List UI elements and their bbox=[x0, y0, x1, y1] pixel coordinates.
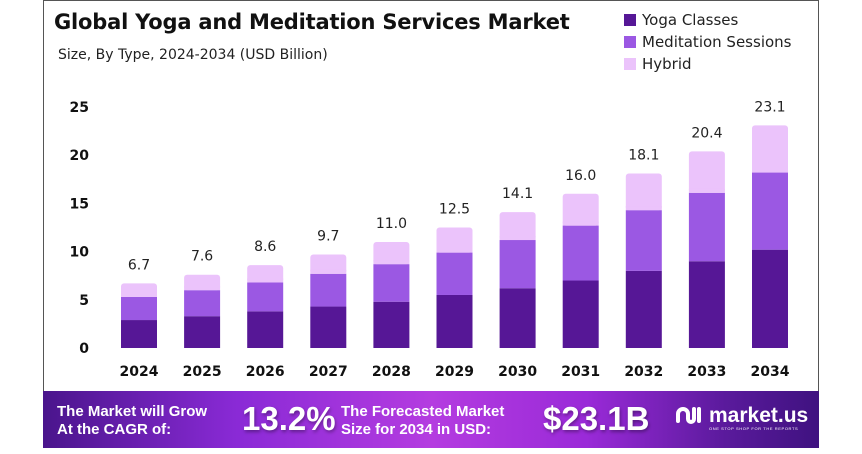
bar-segment-hybrid bbox=[688, 151, 725, 193]
forecast-value: $23.1B bbox=[543, 400, 650, 437]
bar-total-label: 8.6 bbox=[254, 239, 276, 255]
bar-segment-corner-fill bbox=[752, 168, 788, 173]
bar-total-label: 9.7 bbox=[317, 228, 339, 244]
bar-segment-yoga-classes bbox=[562, 280, 599, 348]
legend-item-yoga-classes: Yoga Classes bbox=[624, 9, 791, 31]
stacked-bar-chart: 05101520256.720247.620258.620269.7202711… bbox=[70, 99, 790, 380]
legend-swatch-yoga bbox=[624, 14, 636, 26]
bar-segment-hybrid bbox=[373, 241, 410, 265]
legend-swatch-meditation bbox=[624, 36, 636, 48]
market-us-logo[interactable]: market.us ONE STOP SHOP FOR THE REPORTS bbox=[675, 403, 808, 433]
bar-segment-corner-fill bbox=[373, 260, 410, 265]
bar-segment-meditation-sessions bbox=[499, 240, 536, 289]
bar-segment-hybrid bbox=[247, 265, 284, 283]
y-tick-label: 15 bbox=[70, 196, 89, 212]
bar-segment-corner-fill bbox=[562, 221, 599, 226]
x-tick-label: 2033 bbox=[687, 364, 726, 380]
bar-segment-corner-fill bbox=[247, 278, 284, 283]
forecast-caption: The Forecasted Market Size for 2034 in U… bbox=[341, 403, 504, 439]
x-tick-label: 2028 bbox=[372, 364, 411, 380]
bar-segment-meditation-sessions bbox=[752, 172, 788, 250]
bar-segment-yoga-classes bbox=[247, 311, 284, 348]
x-tick-label: 2030 bbox=[498, 364, 537, 380]
x-tick-label: 2027 bbox=[309, 364, 348, 380]
bar-segment-meditation-sessions bbox=[121, 296, 157, 321]
bar-total-label: 6.7 bbox=[128, 257, 150, 273]
bar-total-label: 20.4 bbox=[691, 125, 722, 141]
legend-swatch-hybrid bbox=[624, 58, 636, 70]
bar-segment-corner-fill bbox=[625, 206, 662, 211]
legend: Yoga Classes Meditation Sessions Hybrid bbox=[624, 9, 791, 75]
x-tick-label: 2026 bbox=[246, 364, 285, 380]
bar-segment-yoga-classes bbox=[310, 306, 347, 348]
bar-segment-hybrid bbox=[562, 193, 599, 226]
bar-segment-yoga-classes bbox=[184, 316, 221, 348]
x-tick-label: 2034 bbox=[751, 364, 790, 380]
y-tick-label: 0 bbox=[79, 341, 89, 357]
chart-frame bbox=[43, 0, 819, 448]
bar-segment-corner-fill bbox=[499, 236, 536, 241]
bar-total-label: 16.0 bbox=[565, 168, 596, 184]
bar-total-label: 18.1 bbox=[628, 148, 659, 164]
bar-segment-yoga-classes bbox=[499, 288, 536, 348]
bar-segment-corner-fill bbox=[310, 269, 347, 274]
bar-segment-yoga-classes bbox=[688, 261, 725, 348]
legend-label: Hybrid bbox=[642, 55, 692, 73]
bar-segment-meditation-sessions bbox=[436, 252, 473, 295]
bar-segment-meditation-sessions bbox=[373, 264, 410, 302]
cagr-value: 13.2% bbox=[242, 400, 336, 437]
y-tick-label: 25 bbox=[70, 100, 89, 116]
bar-segment-yoga-classes bbox=[373, 301, 410, 348]
bar-segment-yoga-classes bbox=[121, 320, 157, 348]
bar-segment-meditation-sessions bbox=[310, 273, 347, 307]
bar-segment-meditation-sessions bbox=[688, 192, 725, 262]
legend-item-hybrid: Hybrid bbox=[624, 53, 791, 75]
bar-total-label: 23.1 bbox=[754, 99, 785, 115]
bar-segment-corner-fill bbox=[436, 248, 473, 253]
x-tick-label: 2025 bbox=[183, 364, 222, 380]
bar-total-label: 7.6 bbox=[191, 249, 213, 265]
forecast-caption-line2: Size for 2034 in USD: bbox=[341, 421, 492, 438]
cagr-caption-line2: At the CAGR of: bbox=[57, 421, 172, 438]
market-us-logo-icon bbox=[675, 403, 703, 433]
legend-item-meditation-sessions: Meditation Sessions bbox=[624, 31, 791, 53]
x-tick-label: 2029 bbox=[435, 364, 474, 380]
bar-segment-corner-fill bbox=[184, 286, 221, 291]
y-tick-label: 10 bbox=[70, 245, 90, 261]
bar-total-label: 14.1 bbox=[502, 186, 533, 202]
bar-segment-yoga-classes bbox=[752, 249, 788, 348]
bar-total-label: 12.5 bbox=[439, 202, 470, 218]
bar-segment-hybrid bbox=[625, 173, 662, 211]
chart-title: Global Yoga and Meditation Services Mark… bbox=[54, 10, 570, 34]
bar-segment-hybrid bbox=[436, 227, 473, 253]
bar-segment-meditation-sessions bbox=[625, 210, 662, 271]
x-tick-label: 2031 bbox=[561, 364, 600, 380]
bar-segment-hybrid bbox=[310, 254, 347, 274]
bar-segment-meditation-sessions bbox=[247, 282, 284, 312]
y-tick-label: 5 bbox=[79, 293, 89, 309]
bar-segment-hybrid bbox=[499, 212, 536, 241]
legend-label: Meditation Sessions bbox=[642, 33, 792, 51]
bar-segment-corner-fill bbox=[688, 188, 725, 193]
cagr-caption: The Market will Grow At the CAGR of: bbox=[57, 403, 207, 439]
bar-segment-corner-fill bbox=[121, 292, 157, 297]
bar-segment-yoga-classes bbox=[625, 270, 662, 348]
bar-segment-meditation-sessions bbox=[184, 290, 221, 317]
y-tick-label: 20 bbox=[70, 148, 90, 164]
x-tick-label: 2032 bbox=[624, 364, 663, 380]
bar-segment-meditation-sessions bbox=[562, 225, 599, 281]
bar-total-label: 11.0 bbox=[376, 216, 407, 232]
x-tick-label: 2024 bbox=[120, 364, 159, 380]
logo-name: market.us bbox=[709, 403, 809, 427]
legend-label: Yoga Classes bbox=[642, 11, 739, 29]
bar-segment-hybrid bbox=[752, 125, 788, 173]
logo-tagline: ONE STOP SHOP FOR THE REPORTS bbox=[709, 425, 799, 431]
bar-segment-yoga-classes bbox=[436, 294, 473, 348]
cagr-caption-line1: The Market will Grow bbox=[57, 403, 208, 420]
summary-banner: The Market will Grow At the CAGR of: 13.… bbox=[43, 391, 819, 448]
forecast-caption-line1: The Forecasted Market bbox=[341, 403, 505, 420]
chart-subtitle: Size, By Type, 2024-2034 (USD Billion) bbox=[58, 47, 328, 63]
